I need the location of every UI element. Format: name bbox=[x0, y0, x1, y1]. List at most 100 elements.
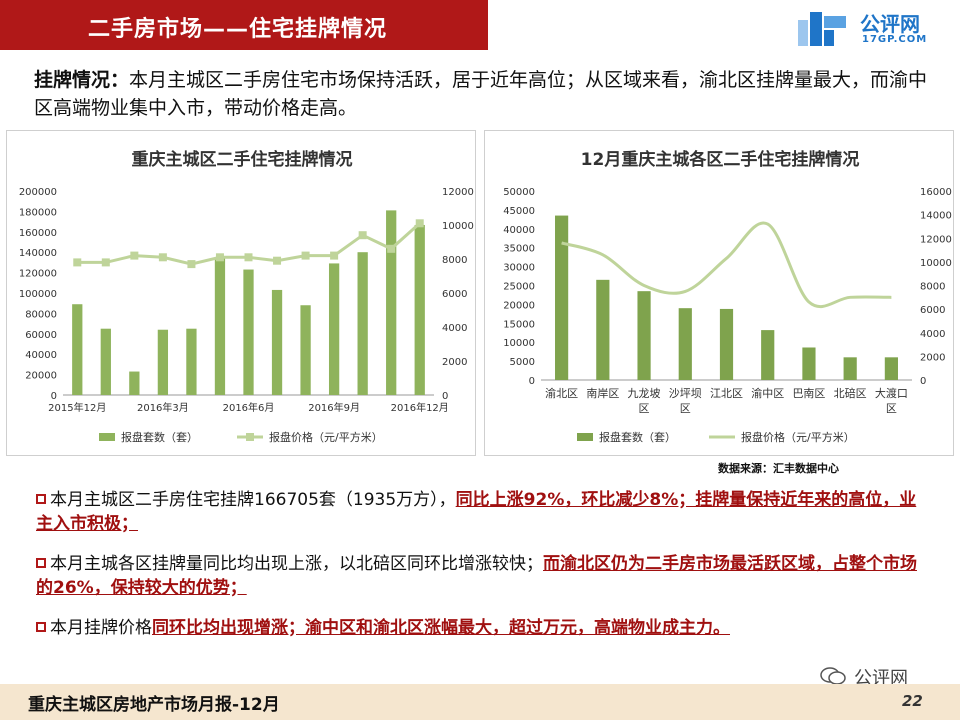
intro-label: 挂牌情况： bbox=[34, 69, 130, 91]
x-tick-label: 九龙坡 bbox=[628, 387, 661, 400]
bullet-item: 本月挂牌价格同环比均出现增涨；渝中区和渝北区涨幅最大，超过万元，高端物业成主力。 bbox=[36, 616, 926, 640]
legend-label: 报盘套数（套） bbox=[599, 430, 676, 444]
y-right-tick-label: 14000 bbox=[920, 211, 952, 222]
legend-bar-swatch bbox=[99, 433, 115, 441]
y-left-tick-label: 80000 bbox=[25, 309, 57, 320]
y-right-tick-label: 0 bbox=[920, 376, 926, 387]
chart-panel-right: 12月重庆主城各区二手住宅挂牌情况 0 5000 10000 15000 20000 250… bbox=[484, 130, 954, 456]
x-tick-label: 区 bbox=[639, 402, 650, 415]
bar bbox=[555, 215, 569, 380]
price-point bbox=[101, 258, 110, 267]
x-tick-label: 渝北区 bbox=[545, 386, 578, 400]
y-left-tick-label: 25000 bbox=[503, 282, 535, 293]
legend-label: 报盘价格（元/平方米） bbox=[741, 430, 855, 444]
y-left-tick-label: 200000 bbox=[19, 187, 57, 198]
logo-icon bbox=[798, 12, 846, 46]
y-left-tick-label: 15000 bbox=[503, 319, 535, 330]
price-point bbox=[244, 253, 253, 262]
bar bbox=[678, 308, 692, 380]
x-tick-label: 2016年12月 bbox=[391, 401, 449, 414]
logo-url: 17GP.COM bbox=[862, 34, 928, 45]
bar bbox=[637, 291, 651, 380]
y-left-tick-label: 40000 bbox=[503, 225, 535, 236]
price-point bbox=[415, 219, 424, 228]
x-tick-label: 2016年6月 bbox=[223, 401, 275, 414]
title-bar: 二手房市场——住宅挂牌情况 bbox=[0, 0, 488, 50]
bullet-text: 本月主城区二手房住宅挂牌166705套（1935万方）， bbox=[50, 490, 456, 510]
y-left-tick-label: 140000 bbox=[19, 248, 57, 259]
chart-panel-left: 重庆主城区二手住宅挂牌情况 0 20000 40000 60000 80000 100000… bbox=[6, 130, 476, 456]
y-left-tick-label: 10000 bbox=[503, 338, 535, 349]
page-title: 二手房市场——住宅挂牌情况 bbox=[88, 17, 388, 42]
y-right-tick-label: 4000 bbox=[442, 323, 467, 334]
bar bbox=[214, 258, 226, 395]
bullet-highlight: 同环比均出现增涨；渝中区和渝北区涨幅最大，超过万元，高端物业成主力。 bbox=[152, 618, 730, 638]
price-point bbox=[187, 260, 196, 269]
price-point bbox=[273, 256, 282, 265]
x-tick-label: 北碚区 bbox=[834, 386, 867, 400]
monthly-listing-chart: 重庆主城区二手住宅挂牌情况020000400006000080000100000… bbox=[19, 149, 474, 444]
price-point bbox=[358, 231, 367, 240]
x-tick-label: 渝中区 bbox=[751, 386, 784, 400]
price-point bbox=[215, 253, 224, 262]
price-line bbox=[561, 221, 892, 309]
price-point bbox=[158, 253, 167, 262]
legend-bar-swatch bbox=[577, 433, 593, 441]
y-right-tick-label: 16000 bbox=[920, 187, 952, 198]
x-tick-label: 南岸区 bbox=[586, 387, 619, 400]
chart-title: 重庆主城区二手住宅挂牌情况 bbox=[132, 149, 353, 170]
chart-title: 12月重庆主城各区二手住宅挂牌情况 bbox=[581, 149, 860, 170]
y-right-tick-label: 0 bbox=[442, 391, 448, 402]
price-point bbox=[130, 251, 139, 260]
y-left-tick-label: 0 bbox=[51, 391, 57, 402]
x-tick-label: 2016年9月 bbox=[308, 401, 360, 414]
bar bbox=[414, 224, 425, 395]
bullet-square-icon bbox=[36, 622, 46, 632]
price-point bbox=[301, 251, 310, 260]
wechat-text: 公评网 bbox=[854, 668, 908, 689]
bullet-highlight: 而渝北区仍为二手房市场最活跃区域，占整个市场的26%，保持较大的优势； bbox=[36, 554, 917, 598]
wechat-icon bbox=[820, 667, 846, 685]
price-point bbox=[387, 244, 396, 253]
bar bbox=[271, 289, 283, 395]
bar bbox=[72, 304, 83, 395]
bar bbox=[186, 328, 197, 395]
bullet-text: 本月挂牌价格 bbox=[50, 618, 152, 638]
y-right-tick-label: 12000 bbox=[442, 187, 474, 198]
y-left-tick-label: 45000 bbox=[503, 206, 535, 217]
price-point bbox=[73, 258, 82, 267]
bar bbox=[596, 279, 610, 380]
bullet-item: 本月主城各区挂牌量同比均出现上涨，以北碚区同环比增涨较快；而渝北区仍为二手房市场… bbox=[36, 552, 926, 600]
y-left-tick-label: 20000 bbox=[25, 371, 57, 382]
y-right-tick-label: 10000 bbox=[442, 221, 474, 232]
logo-name: 公评网 bbox=[860, 12, 920, 36]
intro-paragraph: 挂牌情况：本月主城区二手房住宅市场保持活跃，居于近年高位；从区域来看，渝北区挂牌… bbox=[34, 66, 934, 122]
x-tick-label: 区 bbox=[680, 402, 691, 415]
y-right-tick-label: 2000 bbox=[442, 357, 467, 368]
x-tick-label: 巴南区 bbox=[792, 387, 825, 400]
bar bbox=[100, 328, 111, 395]
page-number: 22 bbox=[902, 692, 923, 710]
y-left-tick-label: 20000 bbox=[503, 300, 535, 311]
price-point bbox=[330, 251, 339, 260]
y-left-tick-label: 5000 bbox=[510, 357, 535, 368]
wechat-watermark: 公评网 bbox=[820, 664, 940, 689]
y-right-tick-label: 4000 bbox=[920, 329, 945, 340]
bar bbox=[843, 357, 857, 380]
bar bbox=[300, 305, 311, 395]
bullet-text: 本月主城各区挂牌量同比均出现上涨，以北碚区同环比增涨较快； bbox=[50, 554, 543, 574]
bullet-highlight: 同比上涨92%，环比减少8%；挂牌量保持近年来的高位，业主入市积极； bbox=[36, 490, 917, 534]
legend-label: 报盘价格（元/平方米） bbox=[269, 430, 383, 444]
y-left-tick-label: 160000 bbox=[19, 228, 57, 239]
y-left-tick-label: 50000 bbox=[503, 187, 535, 198]
data-source: 数据来源：汇丰数据中心 bbox=[718, 462, 839, 475]
bar bbox=[328, 263, 340, 395]
y-left-tick-label: 40000 bbox=[25, 350, 57, 361]
legend-marker bbox=[246, 433, 254, 441]
y-right-tick-label: 10000 bbox=[920, 258, 952, 269]
bar bbox=[129, 371, 140, 395]
x-tick-label: 大渡口 bbox=[875, 386, 908, 400]
bullet-square-icon bbox=[36, 558, 46, 568]
footer-title: 重庆主城区房地产市场月报-12月 bbox=[28, 695, 280, 715]
bar bbox=[157, 329, 169, 395]
